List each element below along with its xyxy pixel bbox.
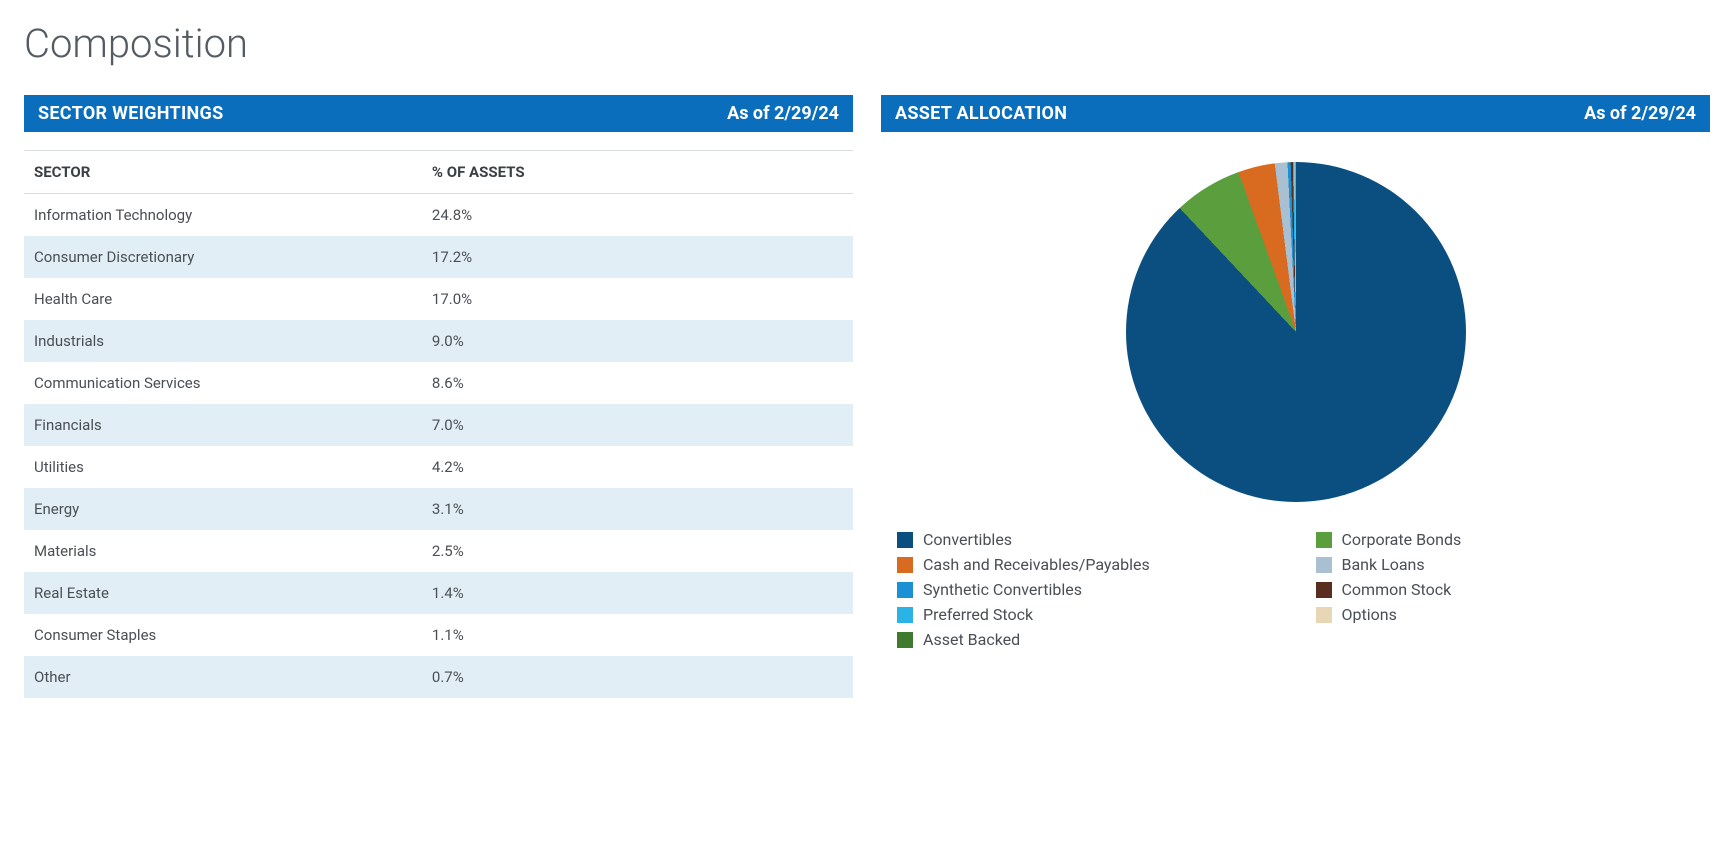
cell-pct: 1.4%: [422, 572, 853, 614]
table-row: Financials7.0%: [24, 404, 853, 446]
legend-item: Cash and Receivables/Payables: [897, 555, 1276, 574]
asset-allocation-title: ASSET ALLOCATION: [895, 103, 1067, 124]
legend-swatch: [897, 582, 913, 598]
legend-swatch: [1316, 607, 1332, 623]
table-header-row: SECTOR % OF ASSETS: [24, 151, 853, 194]
sector-weightings-title: SECTOR WEIGHTINGS: [38, 103, 224, 124]
sector-weightings-table: SECTOR % OF ASSETS Information Technolog…: [24, 150, 853, 698]
legend-item: Bank Loans: [1316, 555, 1695, 574]
page-title: Composition: [24, 20, 1710, 67]
asset-allocation-chart-wrap: Convertibles Corporate Bonds Cash and Rece…: [881, 132, 1710, 649]
table-row: Consumer Staples1.1%: [24, 614, 853, 656]
cell-sector: Other: [24, 656, 422, 698]
legend-label: Preferred Stock: [923, 605, 1033, 624]
cell-sector: Materials: [24, 530, 422, 572]
legend-item: Corporate Bonds: [1316, 530, 1695, 549]
legend-swatch: [1316, 582, 1332, 598]
cell-sector: Real Estate: [24, 572, 422, 614]
cell-sector: Consumer Staples: [24, 614, 422, 656]
legend-label: Asset Backed: [923, 630, 1020, 649]
table-row: Other0.7%: [24, 656, 853, 698]
legend-item: Preferred Stock: [897, 605, 1276, 624]
legend-label: Corporate Bonds: [1342, 530, 1462, 549]
sector-weightings-header: SECTOR WEIGHTINGS As of 2/29/24: [24, 95, 853, 132]
legend-swatch: [1316, 557, 1332, 573]
cell-pct: 8.6%: [422, 362, 853, 404]
asset-allocation-panel: ASSET ALLOCATION As of 2/29/24 Convertib…: [881, 95, 1710, 649]
col-pct: % OF ASSETS: [422, 151, 853, 194]
table-row: Real Estate1.4%: [24, 572, 853, 614]
cell-sector: Information Technology: [24, 194, 422, 237]
table-row: Communication Services8.6%: [24, 362, 853, 404]
legend-label: Synthetic Convertibles: [923, 580, 1082, 599]
cell-sector: Consumer Discretionary: [24, 236, 422, 278]
table-row: Health Care17.0%: [24, 278, 853, 320]
sector-weightings-asof: As of 2/29/24: [727, 103, 839, 124]
cell-pct: 17.0%: [422, 278, 853, 320]
legend-label: Options: [1342, 605, 1397, 624]
sector-weightings-panel: SECTOR WEIGHTINGS As of 2/29/24 SECTOR %…: [24, 95, 853, 698]
table-row: Utilities4.2%: [24, 446, 853, 488]
legend-swatch: [897, 532, 913, 548]
cell-sector: Financials: [24, 404, 422, 446]
cell-sector: Industrials: [24, 320, 422, 362]
cell-pct: 17.2%: [422, 236, 853, 278]
panels-row: SECTOR WEIGHTINGS As of 2/29/24 SECTOR %…: [24, 95, 1710, 698]
cell-pct: 7.0%: [422, 404, 853, 446]
legend-item: Convertibles: [897, 530, 1276, 549]
legend-label: Common Stock: [1342, 580, 1452, 599]
legend-label: Cash and Receivables/Payables: [923, 555, 1150, 574]
col-sector: SECTOR: [24, 151, 422, 194]
cell-pct: 3.1%: [422, 488, 853, 530]
table-row: Consumer Discretionary17.2%: [24, 236, 853, 278]
legend-item: Options: [1316, 605, 1695, 624]
legend-swatch: [897, 632, 913, 648]
cell-sector: Utilities: [24, 446, 422, 488]
asset-allocation-pie: [1126, 162, 1466, 502]
legend-item: Synthetic Convertibles: [897, 580, 1276, 599]
table-row: Energy3.1%: [24, 488, 853, 530]
cell-pct: 24.8%: [422, 194, 853, 237]
cell-pct: 9.0%: [422, 320, 853, 362]
legend-item: Asset Backed: [897, 630, 1276, 649]
table-row: Industrials9.0%: [24, 320, 853, 362]
cell-sector: Health Care: [24, 278, 422, 320]
asset-allocation-asof: As of 2/29/24: [1584, 103, 1696, 124]
legend-swatch: [1316, 532, 1332, 548]
legend-swatch: [897, 557, 913, 573]
cell-sector: Communication Services: [24, 362, 422, 404]
legend-item: Common Stock: [1316, 580, 1695, 599]
asset-allocation-header: ASSET ALLOCATION As of 2/29/24: [881, 95, 1710, 132]
table-row: Information Technology24.8%: [24, 194, 853, 237]
cell-pct: 1.1%: [422, 614, 853, 656]
legend-item: [1316, 630, 1695, 649]
legend-label: Bank Loans: [1342, 555, 1425, 574]
cell-pct: 0.7%: [422, 656, 853, 698]
asset-allocation-legend: Convertibles Corporate Bonds Cash and Rece…: [881, 530, 1710, 649]
cell-pct: 2.5%: [422, 530, 853, 572]
legend-swatch: [897, 607, 913, 623]
legend-label: Convertibles: [923, 530, 1012, 549]
cell-sector: Energy: [24, 488, 422, 530]
table-row: Materials2.5%: [24, 530, 853, 572]
cell-pct: 4.2%: [422, 446, 853, 488]
